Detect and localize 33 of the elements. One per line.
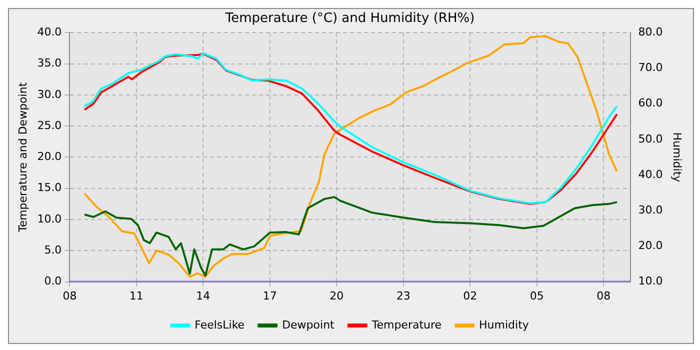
y2-tick-label: 30.0 [638,203,663,216]
x-tick-label: 02 [463,289,478,302]
y-tick-label: 0.0 [44,274,62,288]
y2-tick-label: 10.0 [638,274,663,288]
x-tick-label: 14 [196,289,210,302]
x-tick-label: 08 [596,289,611,302]
y-axis-title: Temperature and Dewpoint [16,82,30,234]
chart-title: Temperature (°C) and Humidity (RH%) [224,11,475,26]
x-tick-label: 23 [396,289,410,302]
x-tick-label: 08 [62,289,77,302]
y2-tick-label: 80.0 [638,25,663,38]
legend-label: Temperature [370,318,442,332]
y-tick-label: 30.0 [37,88,62,101]
y2-tick-label: 60.0 [638,96,663,110]
x-tick-label: 17 [262,289,277,302]
legend-label: FeelsLike [194,318,245,332]
y-tick-label: 25.0 [37,118,62,132]
x-tick-label: 20 [330,289,344,302]
y2-tick-label: 40.0 [638,168,663,181]
x-tick-label: 05 [530,289,544,302]
y-tick-label: 10.0 [37,212,62,226]
y-tick-label: 5.0 [44,244,62,257]
y2-tick-label: 70.0 [638,61,663,74]
y2-tick-label: 20.0 [638,239,663,252]
y-tick-label: 20.0 [37,150,62,164]
y-tick-label: 15.0 [37,181,62,194]
legend-label: Dewpoint [282,318,336,332]
y-tick-label: 40.0 [37,25,62,38]
y2-tick-label: 50.0 [638,132,663,146]
y-tick-label: 35.0 [37,56,62,70]
y2-axis-title: Humidity [670,132,684,183]
x-tick-label: 11 [129,289,144,302]
legend-label: Humidity [479,318,530,332]
